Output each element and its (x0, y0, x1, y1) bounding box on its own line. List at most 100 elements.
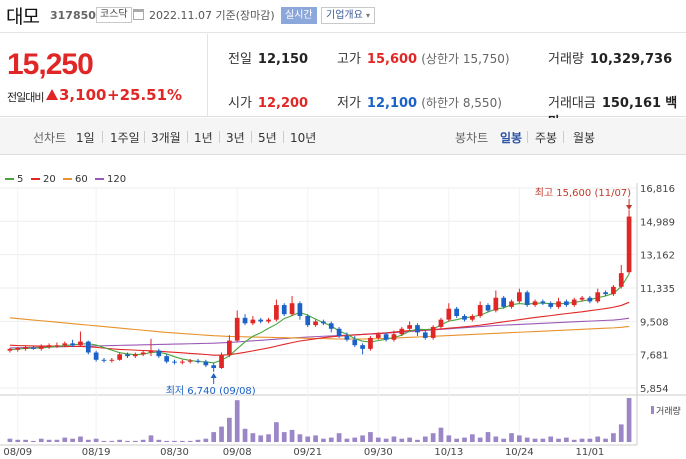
legend-swatch (651, 406, 654, 414)
volume-bar (375, 437, 381, 442)
period-3m[interactable]: 3개월 (151, 131, 181, 145)
stock-name: 대모 (6, 6, 40, 28)
volume-bar (187, 440, 193, 442)
candle-body (164, 356, 170, 362)
volume-bar (274, 422, 279, 442)
stat-high: 고가 15,600 (상한가 15,750) (337, 48, 510, 67)
divider (283, 131, 284, 143)
volume-bar (509, 433, 514, 442)
candle-body (548, 303, 554, 307)
change-label: 전일대비 (7, 91, 44, 104)
down-arrow-icon (626, 205, 633, 210)
period-10y[interactable]: 10년 (290, 131, 317, 145)
base-date: 2022.11.07 기준(장마감) (149, 9, 275, 22)
volume-bar (203, 438, 209, 442)
stat-prev-value: 12,150 (257, 52, 309, 67)
volume-bar (462, 437, 467, 442)
volume-bar (501, 438, 507, 442)
stat-volume: 거래량 10,329,736 (548, 48, 672, 67)
line-chart-label: 선차트 (33, 131, 67, 145)
candle-chart-label: 봉차트 (455, 131, 489, 145)
stat-open-value: 12,200 (257, 96, 309, 111)
candle-body (556, 301, 561, 307)
volume-bar (101, 440, 107, 442)
volume-bar (524, 437, 530, 442)
volume-bar (571, 439, 577, 442)
period-1d[interactable]: 1일 (76, 131, 95, 145)
volume-bar (399, 438, 405, 442)
volume-bar (234, 400, 240, 442)
volume-bar (23, 439, 28, 442)
period-1y[interactable]: 1년 (194, 131, 213, 145)
volume-bar (344, 438, 350, 442)
volume-bar (85, 439, 91, 442)
volume-bar (438, 427, 444, 442)
up-triangle-icon (46, 89, 58, 100)
candle-weekly[interactable]: 주봉 (535, 131, 558, 145)
candle-monthly[interactable]: 월봉 (573, 131, 596, 145)
candle-body (328, 323, 334, 329)
candle-body (375, 334, 381, 338)
volume-bar (313, 435, 318, 442)
volume-bar (626, 398, 632, 442)
candle-body (360, 345, 365, 349)
divider (207, 34, 208, 116)
candle-body (477, 305, 483, 317)
candle-body (31, 347, 36, 349)
legend-ma60: 60 (63, 174, 88, 185)
candle-body (117, 354, 122, 360)
period-1w[interactable]: 1주일 (110, 131, 140, 145)
candle-body (618, 273, 624, 287)
candle-body (454, 308, 460, 317)
y-tick-label: 14,989 (640, 217, 675, 228)
candle-body (540, 301, 546, 304)
candle-body (493, 297, 499, 311)
candle-body (430, 326, 436, 338)
stat-high-value: 15,600 (366, 52, 418, 67)
stat-amount-value: 150,161 (601, 96, 662, 111)
candle-body (595, 292, 601, 302)
y-tick-label: 9,508 (640, 317, 669, 328)
candle-body (281, 305, 287, 315)
candle-body (70, 343, 75, 346)
ma-line-20 (9, 301, 630, 356)
candle-body (446, 308, 452, 320)
company-info-dropdown[interactable]: 기업개요 ▾ (321, 7, 376, 24)
stat-amount-label: 거래대금 (548, 96, 596, 111)
x-tick-label: 10/24 (505, 447, 534, 458)
volume-bar (250, 433, 256, 442)
stat-volume-label: 거래량 (548, 52, 584, 67)
x-tick-label: 08/30 (160, 447, 189, 458)
candle-body (148, 350, 154, 353)
ma-line-120 (9, 317, 630, 349)
period-3y[interactable]: 3년 (226, 131, 245, 145)
volume-bar (477, 437, 483, 442)
volume-bar (368, 432, 373, 442)
volume-bar (603, 438, 608, 442)
volume-bar (517, 435, 522, 442)
candle-body (7, 348, 13, 351)
candle-body (305, 316, 311, 326)
candle-body (313, 321, 318, 326)
volume-bar (70, 438, 75, 442)
candle-body (422, 332, 428, 338)
y-tick-label: 5,854 (640, 384, 669, 395)
candle-daily[interactable]: 일봉 (500, 131, 523, 145)
realtime-button[interactable]: 실시간 (281, 7, 317, 24)
candle-body (289, 303, 295, 315)
candle-body (156, 350, 162, 357)
volume-bar (132, 440, 138, 442)
volume-bar (556, 438, 561, 442)
legend-ma20-label: 20 (43, 174, 56, 185)
candle-body (321, 321, 326, 324)
candle-body (227, 340, 232, 356)
candle-body (368, 337, 373, 349)
x-tick-label: 10/13 (434, 447, 463, 458)
x-tick-label: 09/21 (293, 447, 322, 458)
stat-prev: 전일 12,150 (228, 48, 308, 67)
period-bar: 선차트 1일 1주일 3개월 1년 3년 5년 10년 봉차트 일봉 주봉 월봉 (0, 118, 686, 155)
candle-body (250, 319, 256, 324)
volume-bar (156, 439, 162, 442)
period-5y[interactable]: 5년 (258, 131, 277, 145)
